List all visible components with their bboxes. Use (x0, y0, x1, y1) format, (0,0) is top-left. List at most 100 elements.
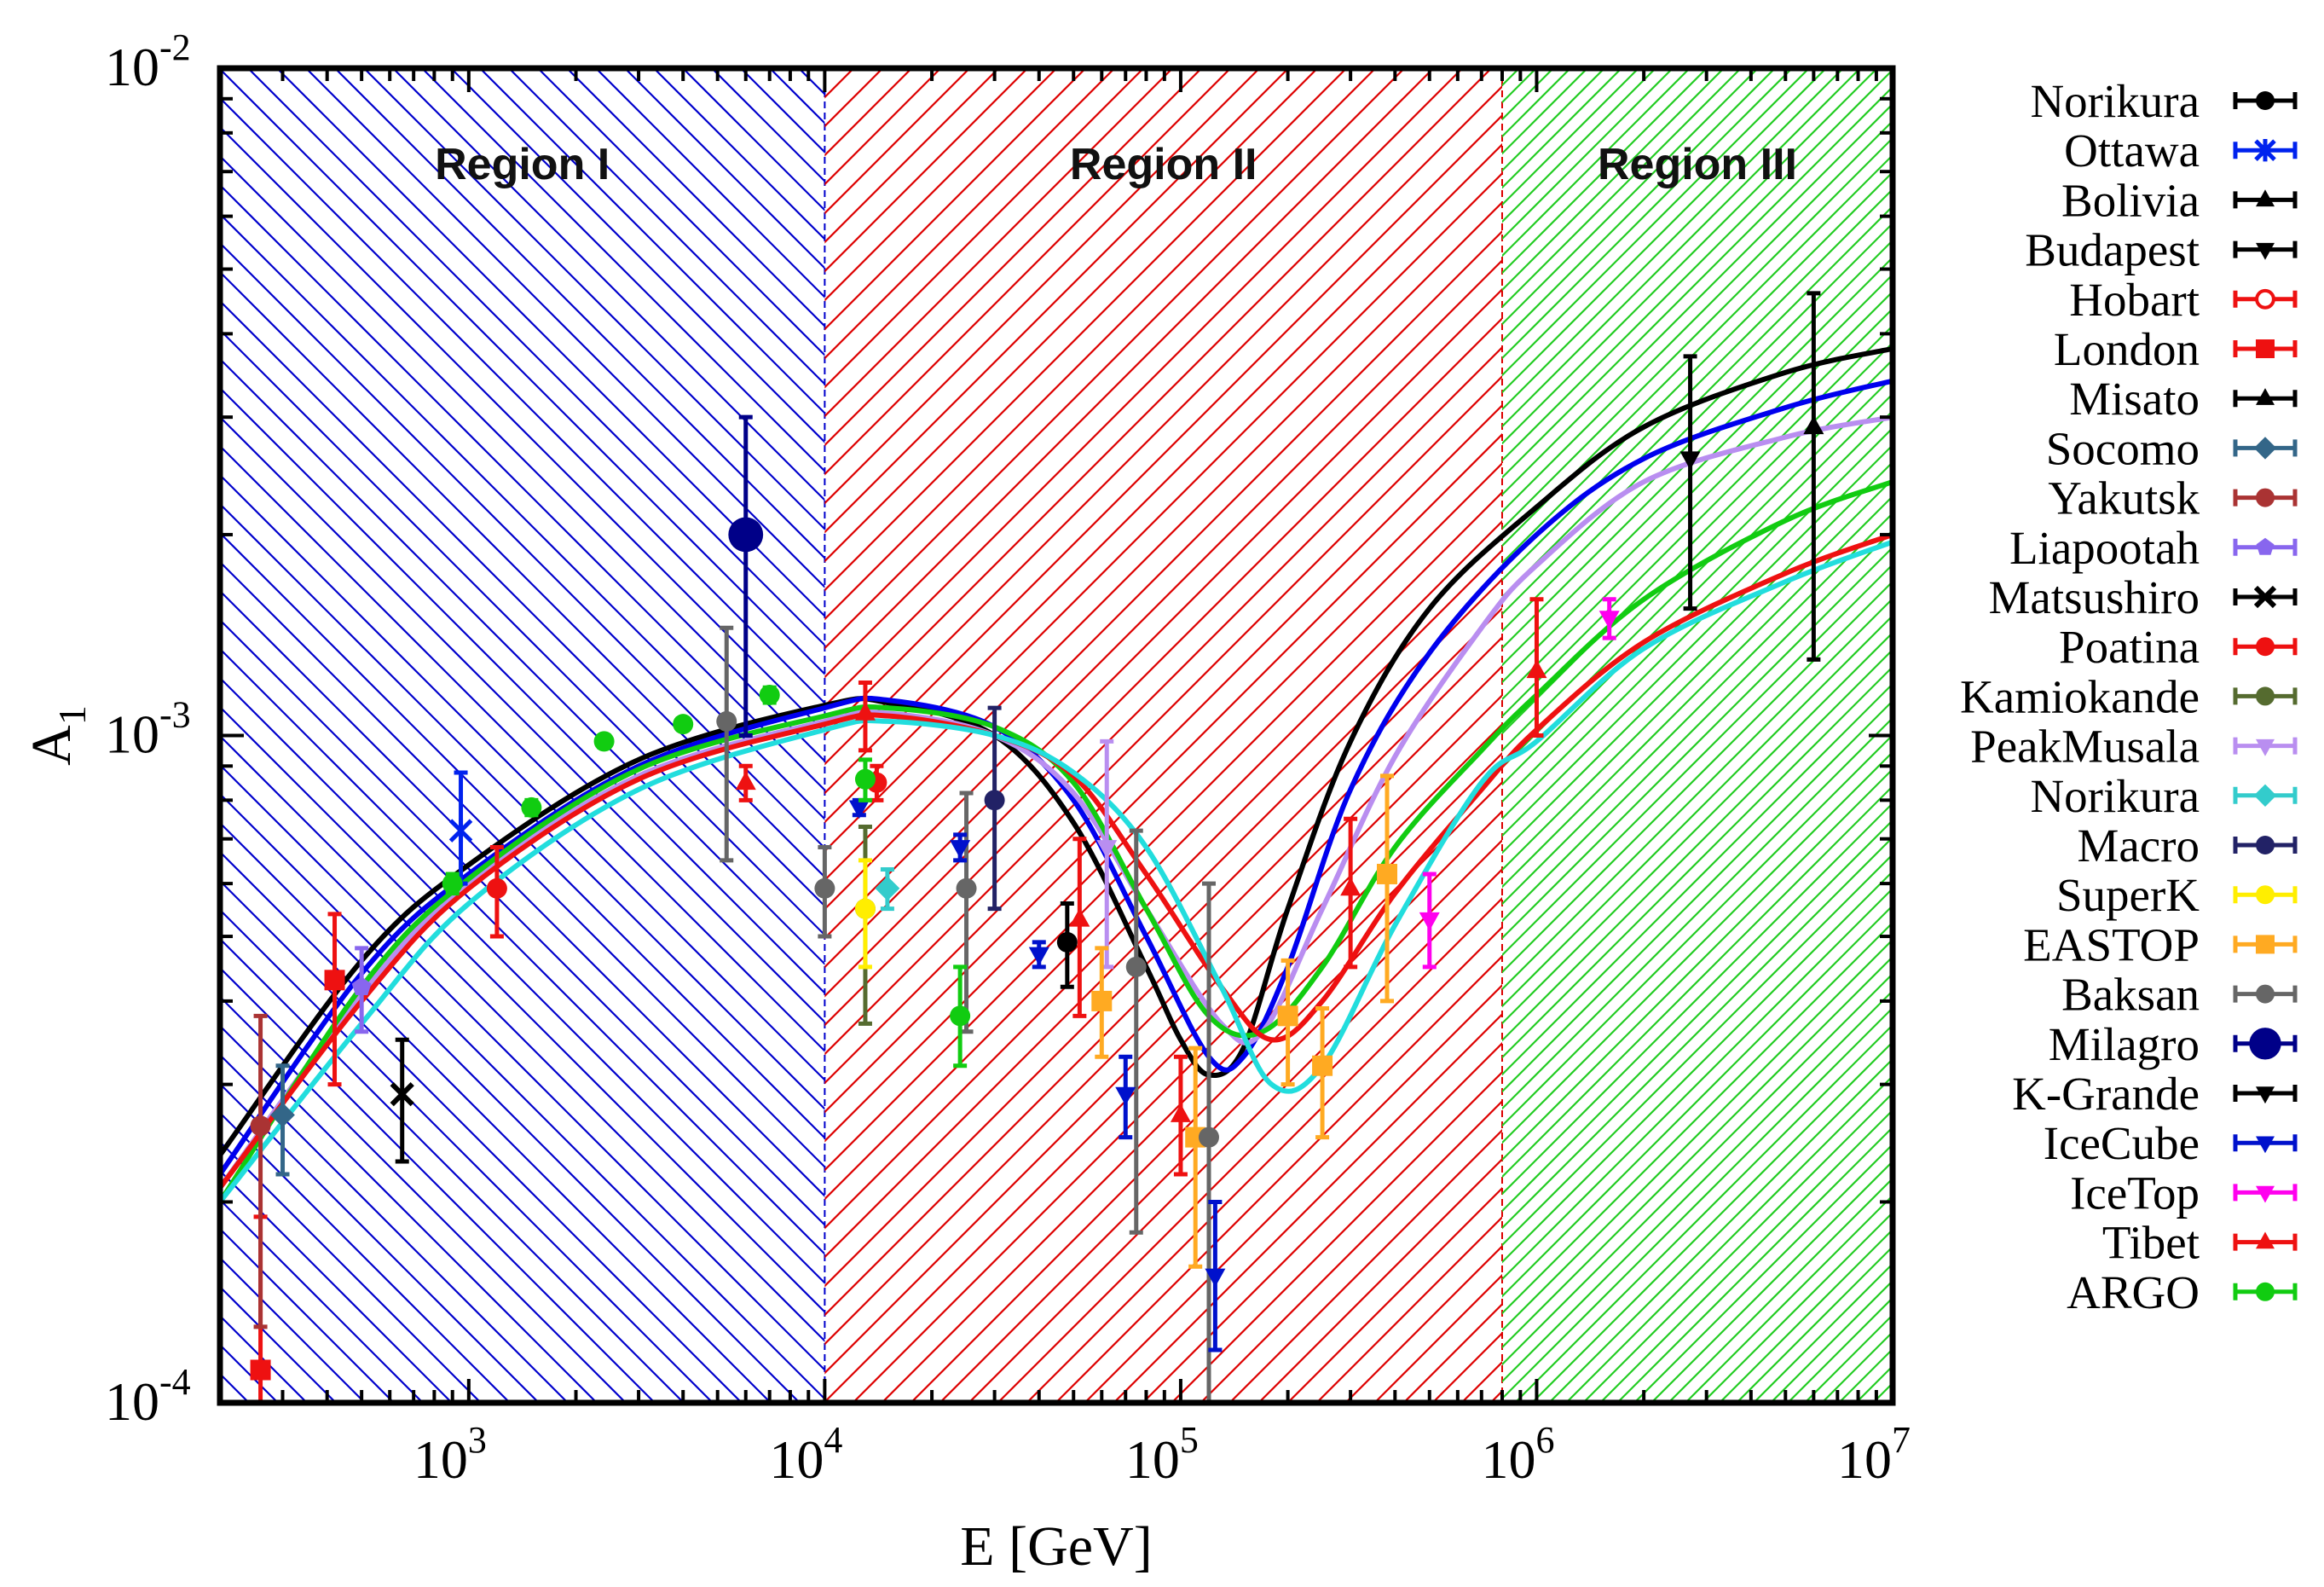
x-tick-label: 104 (769, 1419, 842, 1490)
x-tick-exponent: 5 (1180, 1419, 1199, 1461)
x-tick-label: 107 (1837, 1419, 1911, 1490)
data-point (1679, 451, 1701, 470)
shaded-regions: Region I Region II Region III (220, 68, 1893, 1403)
region-label-region-iii: Region III (1598, 140, 1797, 189)
data-point (351, 976, 372, 996)
x-tick-exponent: 6 (1535, 1419, 1554, 1461)
legend-label: PeakMusala (1970, 721, 2200, 773)
legend-entry-budapest: Budapest (2025, 224, 2298, 276)
series-superk (854, 858, 876, 970)
data-point (521, 796, 542, 818)
series-argo (442, 685, 971, 1069)
region-hatch-lines (1501, 68, 1893, 1403)
legend-entry-macro: Macro (2077, 820, 2298, 872)
error-bar (1380, 773, 1395, 1004)
legend-marker (2255, 288, 2275, 310)
legend-marker (2249, 1028, 2281, 1060)
series-matsushiro (390, 1037, 414, 1164)
data-point (854, 768, 876, 790)
legend-entry-liapootah: Liapootah (2009, 522, 2298, 574)
legend-entry-milagro: Milagro (2049, 1018, 2298, 1070)
data-point (1598, 611, 1620, 629)
data-points (250, 291, 1824, 1403)
curve-model-black (220, 345, 1893, 1157)
legend-marker (2256, 637, 2275, 657)
curve-model-red (220, 532, 1893, 1190)
legend-marker (2253, 784, 2277, 807)
y-tick-exponent: -2 (159, 26, 191, 68)
legend-entry-misato: Misato (2069, 373, 2298, 425)
x-tick-label: 103 (413, 1419, 487, 1490)
legend-label: Yakutsk (2048, 472, 2200, 524)
legend-entry-tibet: Tibet (2102, 1217, 2298, 1269)
error-bar (1129, 828, 1143, 1235)
legend-entry-superk: SuperK (2056, 869, 2298, 921)
x-tick-exponent: 7 (1892, 1419, 1911, 1461)
data-point (1340, 877, 1361, 896)
error-bar (1188, 1045, 1203, 1269)
legend-label: Baksan (2061, 969, 2200, 1021)
series-norikura (1056, 901, 1078, 989)
data-point (1056, 931, 1078, 953)
error-bar (738, 414, 753, 738)
legend-entry-hobart: Hobart (2069, 274, 2298, 326)
data-point (486, 877, 507, 899)
y-tick-label: 10-2 (105, 26, 191, 97)
legend-entry-yakutsk: Yakutsk (2048, 472, 2298, 524)
legend-label: Norikura (2030, 770, 2200, 822)
legend-marker (2256, 242, 2275, 260)
data-point (956, 877, 977, 899)
legend-label: Misato (2069, 373, 2200, 425)
model-curves (220, 345, 1893, 1204)
legend-label: Hobart (2069, 274, 2200, 326)
y-tick-label: 10-3 (105, 694, 191, 765)
series-macro (984, 705, 1005, 912)
data-point (716, 710, 737, 732)
data-point (854, 702, 876, 721)
legend-label: IceCube (2044, 1117, 2200, 1169)
legend: NorikuraOttawaBoliviaBudapestHobartLondo… (1960, 75, 2298, 1318)
legend-label: K-Grande (2012, 1068, 2200, 1120)
legend-entry-icetop: IceTop (2070, 1167, 2298, 1219)
legend-label: Norikura (2030, 75, 2200, 127)
region-hatch (824, 68, 1502, 1403)
data-point (1028, 947, 1049, 966)
legend-marker (2256, 1136, 2275, 1154)
legend-entry-norikura: Norikura (2030, 75, 2298, 127)
data-point (324, 970, 345, 991)
curves-clip (220, 345, 1893, 1204)
legend-label: Budapest (2025, 224, 2200, 276)
data-point (759, 685, 780, 706)
data-point (448, 818, 473, 843)
data-point (1170, 1103, 1191, 1122)
legend-marker (2256, 935, 2275, 954)
legend-entry-peakmusala: PeakMusala (1970, 721, 2298, 773)
data-point (1526, 659, 1547, 679)
y-axis-title: A1 (20, 705, 94, 766)
series-milagro (728, 414, 764, 738)
series-norikura (875, 867, 900, 912)
error-bar (253, 1013, 268, 1329)
legend-marker (2256, 189, 2275, 207)
legend-marker (2256, 1231, 2275, 1249)
data-point (1096, 840, 1118, 859)
data-point (1125, 956, 1147, 977)
legend-marker (2256, 984, 2275, 1004)
points-clip (250, 291, 1824, 1403)
data-point (728, 517, 764, 553)
x-tick-exponent: 4 (824, 1419, 842, 1461)
legend-marker (2256, 488, 2275, 507)
legend-label: Liapootah (2009, 522, 2200, 574)
data-point (735, 771, 756, 791)
legend-label: Tibet (2102, 1217, 2200, 1269)
data-point (1205, 1268, 1226, 1288)
data-point (1091, 990, 1113, 1011)
region-hatch (1501, 68, 1893, 1403)
legend-entry-socomo: Socomo (2046, 422, 2298, 474)
legend-label: Milagro (2049, 1018, 2200, 1070)
data-point (950, 1005, 971, 1027)
series-socomo (270, 1063, 295, 1177)
legend-entry-argo: ARGO (2067, 1266, 2298, 1318)
legend-marker (2256, 537, 2275, 555)
